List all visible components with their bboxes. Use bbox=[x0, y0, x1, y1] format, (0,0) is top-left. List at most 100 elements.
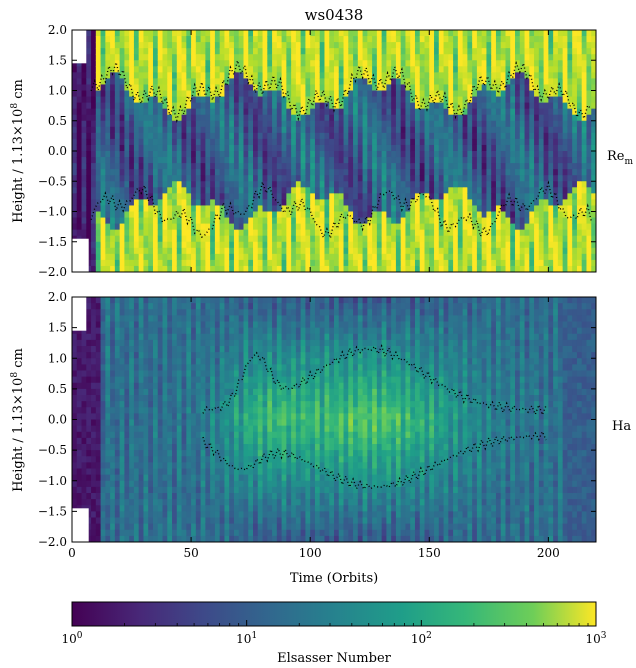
heatmap-cell bbox=[162, 235, 168, 243]
heatmap-cell bbox=[248, 114, 254, 122]
heatmap-cell bbox=[391, 247, 397, 255]
heatmap-cell bbox=[100, 205, 106, 213]
heatmap-cell bbox=[253, 157, 259, 164]
heatmap-cell bbox=[405, 66, 411, 73]
heatmap-cell bbox=[105, 181, 111, 188]
heatmap-cell bbox=[472, 72, 478, 79]
heatmap-cell bbox=[291, 36, 297, 43]
heatmap-cell bbox=[348, 205, 354, 213]
heatmap-cell bbox=[529, 265, 535, 272]
heatmap-cell bbox=[505, 247, 511, 255]
heatmap-cell bbox=[219, 48, 226, 55]
heatmap-cell bbox=[405, 60, 411, 67]
heatmap-cell bbox=[476, 78, 483, 86]
heatmap-cell bbox=[353, 265, 359, 272]
heatmap-cell bbox=[467, 181, 473, 188]
heatmap-cell bbox=[372, 90, 378, 98]
heatmap-cell bbox=[319, 253, 326, 261]
heatmap-cell bbox=[119, 42, 125, 49]
heatmap-cell bbox=[86, 241, 92, 249]
heatmap-cell bbox=[424, 108, 430, 116]
heatmap-cell bbox=[586, 199, 592, 207]
heatmap-cell bbox=[586, 36, 592, 43]
heatmap-cell bbox=[129, 48, 135, 55]
heatmap-cell bbox=[334, 102, 340, 110]
heatmap-cell bbox=[138, 66, 145, 73]
heatmap-cell bbox=[438, 181, 445, 188]
heatmap-cell bbox=[86, 114, 92, 122]
heatmap-cell bbox=[148, 187, 154, 194]
heatmap-cell bbox=[534, 90, 540, 98]
heatmap-cell bbox=[319, 72, 326, 79]
heatmap-cell bbox=[124, 511, 130, 519]
heatmap-cell bbox=[186, 163, 192, 170]
heatmap-cell bbox=[391, 102, 397, 110]
heatmap-cell bbox=[414, 48, 421, 55]
heatmap-cell bbox=[76, 346, 83, 353]
heatmap-cell bbox=[152, 114, 159, 122]
heatmap-cell bbox=[410, 157, 416, 164]
heatmap-cell bbox=[233, 205, 240, 213]
heatmap-cell bbox=[343, 253, 349, 261]
heatmap-cell bbox=[100, 376, 106, 384]
heatmap-cell bbox=[91, 247, 97, 255]
heatmap-cell bbox=[210, 229, 216, 237]
heatmap-cell bbox=[110, 517, 116, 525]
heatmap-cell bbox=[76, 407, 83, 414]
heatmap-cell bbox=[291, 193, 297, 200]
heatmap-cell bbox=[410, 175, 416, 182]
heatmap-cell bbox=[443, 217, 449, 225]
heatmap-cell bbox=[553, 241, 559, 249]
heatmap-cell bbox=[314, 247, 321, 255]
heatmap-cell bbox=[272, 175, 278, 182]
heatmap-cell bbox=[243, 114, 249, 122]
heatmap-cell bbox=[148, 54, 154, 61]
heatmap-cell bbox=[491, 30, 497, 37]
heatmap-cell bbox=[72, 151, 78, 158]
heatmap-cell bbox=[310, 211, 316, 219]
heatmap-cell bbox=[100, 48, 106, 55]
heatmap-cell bbox=[367, 163, 373, 170]
heatmap-cell bbox=[319, 102, 326, 110]
heatmap-cell bbox=[495, 247, 502, 255]
heatmap-cell bbox=[381, 247, 387, 255]
heatmap-cell bbox=[95, 199, 102, 207]
heatmap-cell bbox=[133, 30, 140, 37]
heatmap-cell bbox=[357, 253, 364, 261]
heatmap-cell bbox=[462, 42, 468, 49]
heatmap-cell bbox=[91, 444, 97, 451]
heatmap-cell bbox=[214, 265, 221, 272]
heatmap-cell bbox=[105, 193, 111, 200]
heatmap-cell bbox=[105, 241, 111, 249]
heatmap-cell bbox=[476, 90, 483, 98]
heatmap-cell bbox=[138, 138, 145, 146]
heatmap-cell bbox=[410, 42, 416, 49]
heatmap-cell bbox=[253, 90, 259, 98]
heatmap-cell bbox=[238, 235, 245, 243]
heatmap-cell bbox=[424, 30, 430, 37]
heatmap-cell bbox=[100, 36, 106, 43]
heatmap-cell bbox=[448, 175, 454, 182]
heatmap-cell bbox=[462, 120, 468, 128]
heatmap-cell bbox=[238, 253, 245, 261]
heatmap-cell bbox=[248, 229, 254, 237]
heatmap-cell bbox=[133, 315, 140, 323]
heatmap-cell bbox=[438, 259, 445, 267]
heatmap-cell bbox=[238, 211, 245, 219]
heatmap-cell bbox=[448, 132, 454, 140]
heatmap-cell bbox=[124, 78, 130, 86]
heatmap-cell bbox=[176, 144, 183, 152]
heatmap-cell bbox=[386, 157, 392, 164]
heatmap-cell bbox=[343, 229, 349, 237]
heatmap-cell bbox=[276, 163, 283, 170]
heatmap-cell bbox=[167, 181, 173, 188]
heatmap-cell bbox=[124, 529, 130, 537]
heatmap-cell bbox=[334, 48, 340, 55]
heatmap-cell bbox=[100, 511, 106, 519]
heatmap-cell bbox=[367, 205, 373, 213]
heatmap-cell bbox=[95, 163, 102, 170]
heatmap-cell bbox=[205, 247, 211, 255]
heatmap-cell bbox=[133, 468, 140, 476]
heatmap-cell bbox=[248, 181, 254, 188]
heatmap-cell bbox=[557, 72, 564, 79]
